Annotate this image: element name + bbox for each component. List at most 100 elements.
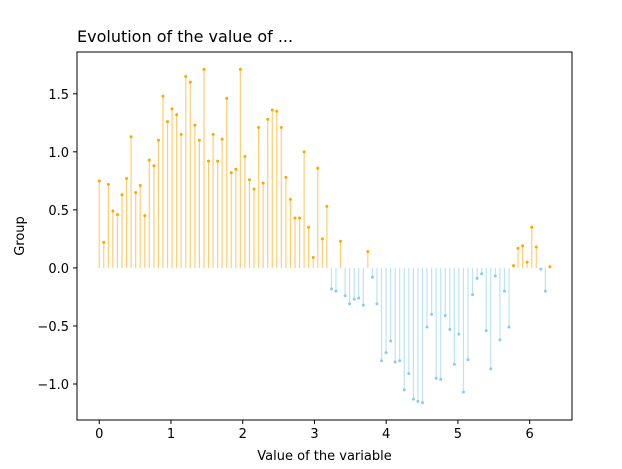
- marker-30: [234, 167, 238, 171]
- marker-98: [543, 289, 547, 293]
- marker-87: [493, 274, 497, 278]
- marker-76: [443, 314, 447, 318]
- marker-97: [539, 267, 543, 271]
- marker-62: [380, 359, 384, 363]
- marker-80: [461, 390, 465, 394]
- marker-75: [439, 377, 443, 381]
- marker-17: [175, 113, 179, 117]
- marker-67: [402, 388, 406, 392]
- x-tick-label-2: 2: [239, 427, 247, 442]
- marker-83: [475, 276, 479, 280]
- marker-37: [266, 117, 270, 121]
- marker-3: [111, 209, 115, 213]
- marker-52: [334, 289, 338, 293]
- marker-68: [407, 372, 411, 376]
- marker-31: [238, 67, 242, 71]
- marker-42: [288, 197, 292, 201]
- marker-14: [161, 94, 165, 98]
- marker-15: [166, 120, 170, 124]
- marker-90: [507, 325, 511, 329]
- y-tick-label-5: 1.5: [48, 88, 69, 103]
- marker-73: [430, 312, 434, 316]
- marker-47: [311, 255, 315, 259]
- marker-5: [120, 193, 124, 197]
- marker-40: [279, 125, 283, 129]
- marker-61: [375, 302, 379, 306]
- marker-28: [225, 96, 229, 100]
- marker-94: [525, 260, 529, 264]
- marker-54: [343, 294, 347, 298]
- markers-group: [97, 67, 552, 405]
- marker-19: [184, 74, 188, 78]
- marker-70: [416, 399, 420, 403]
- marker-78: [452, 362, 456, 366]
- marker-49: [320, 237, 324, 241]
- marker-12: [152, 164, 156, 168]
- marker-26: [216, 159, 220, 163]
- marker-55: [348, 302, 352, 306]
- marker-99: [548, 265, 552, 269]
- marker-92: [516, 246, 520, 250]
- marker-24: [206, 159, 210, 163]
- y-tick-label-2: 0.0: [48, 262, 69, 277]
- x-tick-label-6: 6: [526, 427, 534, 442]
- marker-86: [489, 367, 493, 371]
- marker-58: [361, 303, 365, 307]
- marker-63: [384, 351, 388, 355]
- marker-22: [197, 138, 201, 142]
- axes-frame: [76, 51, 573, 421]
- marker-46: [307, 225, 311, 229]
- marker-71: [420, 401, 424, 405]
- y-axis-ticks: −1.0 −0.5 0.0 0.5 1.0 1.5: [37, 88, 77, 393]
- marker-72: [425, 325, 429, 329]
- y-tick-label-4: 1.0: [48, 146, 69, 161]
- marker-89: [502, 289, 506, 293]
- marker-1: [102, 240, 106, 244]
- marker-82: [471, 293, 475, 297]
- marker-41: [284, 175, 288, 179]
- y-tick-label-3: 0.5: [48, 204, 69, 219]
- marker-91: [512, 264, 516, 268]
- y-axis-label: Group: [13, 216, 28, 256]
- marker-34: [252, 187, 256, 191]
- marker-95: [530, 225, 534, 229]
- marker-36: [261, 181, 265, 185]
- marker-43: [293, 216, 297, 220]
- marker-7: [129, 135, 133, 139]
- marker-11: [147, 158, 151, 162]
- marker-93: [521, 244, 525, 248]
- marker-18: [179, 132, 183, 136]
- marker-9: [138, 184, 142, 188]
- marker-44: [298, 216, 302, 220]
- marker-4: [115, 213, 119, 217]
- marker-16: [170, 107, 174, 111]
- marker-2: [106, 182, 110, 186]
- x-axis-label: Value of the variable: [257, 449, 391, 464]
- marker-20: [188, 80, 192, 84]
- marker-38: [270, 108, 274, 112]
- marker-39: [275, 109, 279, 113]
- marker-88: [498, 338, 502, 342]
- marker-8: [134, 190, 138, 194]
- marker-96: [534, 245, 538, 249]
- x-tick-label-0: 0: [95, 427, 103, 442]
- marker-35: [257, 125, 261, 129]
- y-tick-label-1: −0.5: [37, 320, 69, 335]
- marker-65: [393, 360, 397, 364]
- marker-10: [143, 214, 147, 218]
- y-tick-label-0: −1.0: [37, 378, 69, 393]
- marker-84: [480, 272, 484, 276]
- marker-59: [366, 250, 370, 254]
- x-tick-label-1: 1: [167, 427, 175, 442]
- plot-area: [97, 67, 552, 405]
- marker-60: [370, 275, 374, 279]
- marker-45: [302, 150, 306, 154]
- marker-69: [411, 397, 415, 401]
- x-axis-ticks: 0 1 2 3 4 5 6: [95, 420, 534, 442]
- marker-53: [338, 239, 342, 243]
- marker-51: [329, 287, 333, 291]
- marker-29: [229, 171, 233, 175]
- marker-6: [125, 177, 129, 181]
